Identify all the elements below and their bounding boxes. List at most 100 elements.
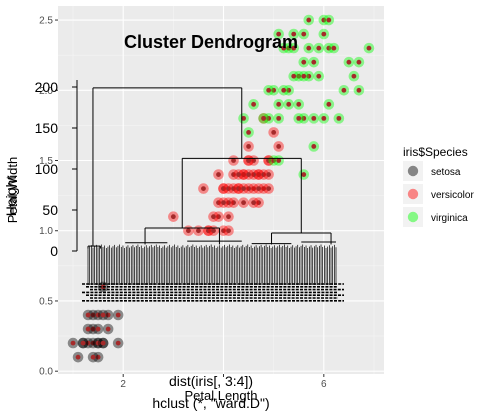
point-core bbox=[281, 87, 287, 93]
point-core bbox=[90, 312, 96, 318]
point-core bbox=[291, 31, 297, 37]
point-core bbox=[336, 115, 342, 121]
point-core bbox=[316, 73, 322, 79]
point-core bbox=[216, 214, 221, 220]
point-core bbox=[301, 31, 307, 37]
y-axis-ticks: 0.0 0.5 1.0 1.5 2.0 2.5 bbox=[39, 16, 58, 378]
point-core bbox=[306, 45, 312, 51]
point-core bbox=[261, 186, 267, 191]
point-core bbox=[271, 130, 277, 135]
point-core bbox=[291, 45, 297, 51]
y-tick-label: 0.5 bbox=[39, 296, 53, 307]
point-core bbox=[80, 340, 86, 346]
y-tick-label: 1.0 bbox=[39, 226, 53, 237]
point-core bbox=[251, 101, 256, 107]
dendrogram-y-tick-label: 100 bbox=[35, 161, 59, 177]
point-core bbox=[261, 115, 267, 121]
legend-title: iris$Species bbox=[403, 145, 468, 159]
point-core bbox=[95, 326, 101, 332]
point-core bbox=[281, 45, 287, 51]
point-core bbox=[231, 172, 236, 177]
point-core bbox=[236, 186, 241, 191]
point-core bbox=[115, 340, 121, 346]
point-core bbox=[70, 340, 76, 346]
point-core bbox=[246, 186, 251, 191]
point-core bbox=[221, 200, 226, 206]
point-core bbox=[231, 200, 236, 206]
point-core bbox=[366, 45, 372, 51]
point-core bbox=[266, 172, 272, 177]
point-core bbox=[211, 214, 216, 220]
dendrogram-y-title: Height bbox=[3, 176, 19, 217]
legend-swatch-virginica bbox=[407, 211, 419, 223]
point-core bbox=[226, 228, 231, 234]
dendrogram: 0 50 100 150 200 Cluster Dendrogram dist(iri… bbox=[3, 32, 344, 411]
point-core bbox=[256, 200, 262, 206]
point-core bbox=[276, 144, 282, 149]
point-core bbox=[251, 186, 256, 191]
legend-label-versicolor: versicolor bbox=[431, 190, 474, 201]
point-core bbox=[306, 17, 312, 23]
point-core bbox=[286, 101, 292, 107]
point-core bbox=[170, 214, 176, 220]
point-core bbox=[266, 115, 272, 121]
point-core bbox=[95, 312, 101, 318]
point-core bbox=[251, 158, 256, 163]
point-core bbox=[356, 87, 362, 93]
point-core bbox=[321, 115, 327, 121]
legend-swatch-versicolor bbox=[407, 188, 419, 200]
point-core bbox=[115, 312, 121, 318]
point-core bbox=[95, 340, 101, 346]
point-core bbox=[311, 115, 317, 121]
point-core bbox=[216, 172, 221, 177]
legend-label-virginica: virginica bbox=[431, 213, 468, 224]
point-core bbox=[85, 312, 91, 318]
dendrogram-y-tick-label: 0 bbox=[50, 243, 58, 259]
scatter-panel bbox=[58, 6, 384, 374]
point-core bbox=[246, 172, 251, 177]
point-core bbox=[311, 59, 317, 65]
y-axis-title: Petal.Width bbox=[5, 157, 20, 223]
point-core bbox=[256, 186, 262, 191]
point-core bbox=[321, 31, 327, 37]
dendrogram-leaf-labels bbox=[82, 283, 344, 302]
point-core bbox=[326, 17, 332, 23]
point-core bbox=[221, 228, 226, 234]
point-core bbox=[276, 101, 282, 107]
legend-key-virginica bbox=[403, 207, 423, 227]
point-core bbox=[296, 101, 302, 107]
dendrogram-y-ticks: 0 50 100 150 200 bbox=[35, 79, 77, 259]
point-core bbox=[346, 59, 352, 65]
point-core bbox=[276, 158, 282, 163]
point-core bbox=[251, 200, 256, 206]
point-core bbox=[246, 144, 251, 149]
point-core bbox=[286, 87, 292, 93]
point-core bbox=[85, 326, 91, 332]
point-core bbox=[301, 115, 307, 121]
point-core bbox=[241, 172, 246, 177]
point-core bbox=[216, 200, 221, 206]
dendrogram-sublabel: hclust (*, "ward.D") bbox=[152, 395, 269, 411]
y-tick-label: 2.0 bbox=[39, 86, 53, 97]
point-core bbox=[326, 101, 332, 107]
point-core bbox=[266, 186, 272, 191]
legend-key-setosa bbox=[403, 161, 423, 181]
point-core bbox=[266, 158, 272, 163]
point-core bbox=[246, 130, 251, 135]
dendrogram-title: Cluster Dendrogram bbox=[124, 32, 298, 52]
legend-label-setosa: setosa bbox=[431, 167, 461, 178]
point-core bbox=[100, 340, 106, 346]
point-core bbox=[276, 115, 282, 121]
point-core bbox=[90, 340, 96, 346]
legend-key-versicolor bbox=[403, 184, 423, 204]
dendrogram-y-tick-label: 150 bbox=[35, 120, 59, 136]
point-core bbox=[241, 186, 246, 191]
point-core bbox=[90, 326, 96, 332]
point-core bbox=[95, 354, 101, 360]
point-core bbox=[226, 214, 231, 220]
point-core bbox=[301, 172, 307, 177]
point-core bbox=[241, 200, 246, 206]
point-core bbox=[261, 172, 267, 177]
